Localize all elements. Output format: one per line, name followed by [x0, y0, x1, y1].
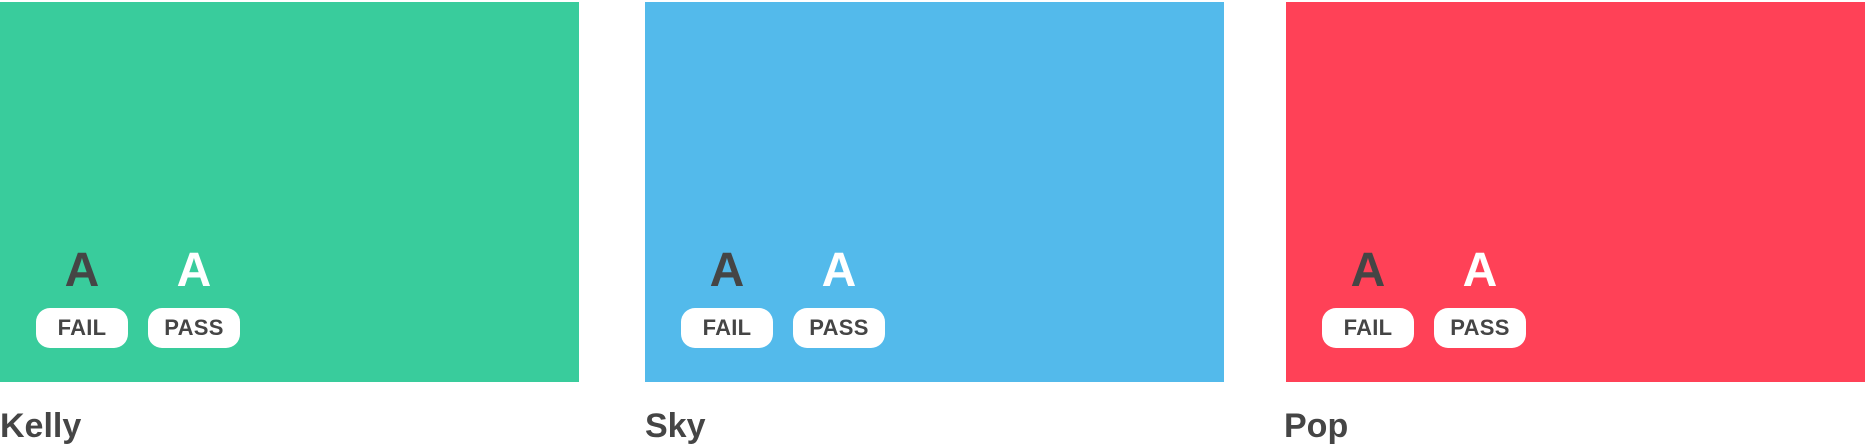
fail-badge: FAIL [1322, 308, 1414, 348]
dark-text-sample: A [1350, 244, 1386, 297]
light-text-sample: A [176, 244, 212, 297]
swatch-name: Kelly [0, 407, 82, 445]
swatch-card-sky: A A FAIL PASS [645, 2, 1224, 382]
fail-badge: FAIL [681, 308, 773, 348]
light-text-sample: A [821, 244, 857, 297]
swatch-card-kelly: A A FAIL PASS [0, 2, 579, 382]
dark-text-sample: A [709, 244, 745, 297]
dark-text-sample: A [64, 244, 100, 297]
light-text-sample: A [1462, 244, 1498, 297]
pass-badge: PASS [1434, 308, 1526, 348]
fail-badge: FAIL [36, 308, 128, 348]
pass-badge: PASS [148, 308, 240, 348]
swatch-name: Pop [1284, 407, 1349, 445]
swatch-name: Sky [645, 407, 706, 445]
swatch-card-pop: A A FAIL PASS [1286, 2, 1865, 382]
pass-badge: PASS [793, 308, 885, 348]
